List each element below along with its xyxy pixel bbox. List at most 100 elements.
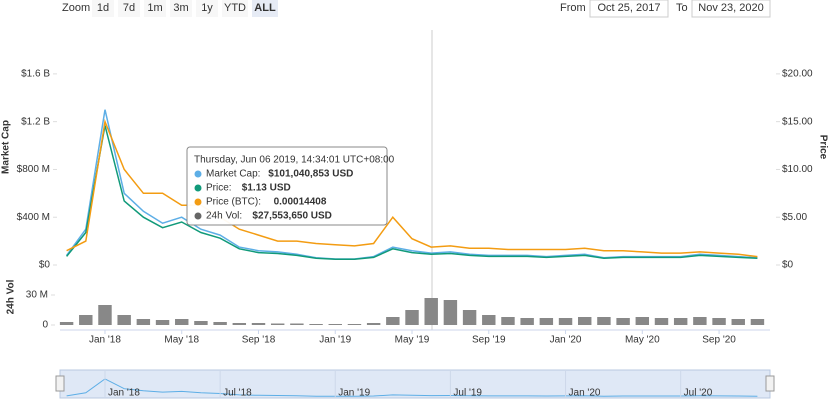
volume-bar (693, 317, 707, 325)
volume-bar (270, 323, 285, 325)
y2-axis-title: Price (817, 135, 828, 160)
zoom-button[interactable] (92, 0, 114, 17)
x-tick-label: Jan '18 (89, 335, 121, 346)
navigator-label: Jan '20 (569, 388, 601, 399)
navigator-handle[interactable] (55, 375, 65, 392)
volume-bar (136, 319, 151, 325)
volume-bar (482, 315, 496, 325)
zoom-button[interactable] (252, 0, 278, 17)
volume-bar (712, 318, 726, 325)
tooltip-label: 24h Vol: (206, 211, 242, 222)
volume-bar (98, 305, 112, 325)
zoom-button-label[interactable]: 3m (173, 2, 188, 14)
x-tick-label: Sep '20 (702, 335, 736, 346)
vol-tick-label: 0 (42, 320, 48, 331)
zoom-button[interactable] (196, 0, 218, 17)
volume-bar (232, 323, 247, 325)
to-date[interactable]: Nov 23, 2020 (698, 2, 763, 14)
tooltip-label: Market Cap: (206, 169, 260, 180)
y2-tick-label: $10.00 (782, 164, 813, 175)
zoom-button[interactable] (222, 0, 248, 17)
x-tick-label: May '20 (625, 335, 660, 346)
volume-bar (635, 317, 650, 325)
tooltip-box (186, 146, 388, 226)
from-label: From (560, 2, 586, 14)
x-tick-label: Jan '19 (319, 335, 351, 346)
tooltip-value: $1.13 USD (242, 183, 291, 194)
zoom-button-label[interactable]: 1d (97, 2, 109, 14)
zoom-button-label[interactable]: ALL (254, 2, 276, 14)
zoom-button-label[interactable]: 1m (147, 2, 162, 14)
y-tick-label: $0 (39, 260, 51, 271)
zoom-button-label[interactable]: 7d (123, 2, 135, 14)
volume-bar (462, 310, 477, 325)
volume-bar (213, 322, 227, 325)
volume-bar (731, 319, 745, 325)
navigator[interactable] (59, 369, 771, 399)
volume-bar (347, 324, 362, 325)
x-tick-label: May '18 (164, 335, 199, 346)
tooltip-label: Price (BTC): (206, 197, 261, 208)
volume-bar (424, 298, 438, 325)
volume-bar (750, 319, 765, 325)
to-label: To (676, 2, 688, 14)
volume-bar (578, 317, 592, 325)
zoom-button-label[interactable]: 1y (201, 2, 213, 14)
volume-bar (366, 323, 381, 325)
volume-bar (328, 324, 342, 325)
x-tick-label: May '19 (395, 335, 430, 346)
navigator-line (66, 378, 758, 397)
volume-bar (558, 318, 573, 325)
vol-axis-title: 24h Vol (6, 279, 17, 314)
series-line (66, 125, 758, 261)
volume-bar (673, 318, 688, 325)
to-input[interactable] (691, 0, 771, 18)
from-date[interactable]: Oct 25, 2017 (598, 2, 661, 14)
tooltip-title: Thursday, Jun 06 2019, 14:34:01 UTC+08:0… (194, 155, 395, 166)
volume-bar (520, 318, 534, 325)
volume-bar (309, 324, 323, 325)
volume-bar (501, 317, 515, 325)
y2-tick-label: $0 (782, 260, 794, 271)
zoom-button-label[interactable]: YTD (224, 2, 246, 14)
vol-tick-label: 30 M (26, 290, 48, 301)
zoom-button[interactable] (170, 0, 192, 17)
volume-bar (194, 321, 208, 325)
volume-bar (386, 317, 400, 325)
navigator-label: Jan '19 (338, 388, 370, 399)
navigator-label: Jan '18 (108, 388, 140, 399)
volume-bar (539, 318, 554, 325)
tooltip-dot (194, 184, 202, 192)
tooltip-value: $101,040,853 USD (268, 169, 353, 180)
volume-bar (79, 315, 93, 325)
tooltip-dot (194, 170, 202, 178)
y2-tick-label: $5.00 (782, 212, 807, 223)
zoom-button[interactable] (118, 0, 140, 17)
series-line (66, 118, 758, 258)
y-tick-label: $800 M (17, 164, 50, 175)
x-tick-label: Jan '20 (550, 335, 582, 346)
x-tick-label: Sep '19 (472, 335, 506, 346)
volume-bar (597, 317, 611, 325)
tooltip-value: $27,553,650 USD (252, 211, 332, 222)
x-tick-label: Sep '18 (242, 335, 276, 346)
volume-bar (405, 310, 419, 325)
series-line (65, 109, 758, 260)
y-tick-label: $1.6 B (21, 69, 50, 80)
volume-bar (251, 323, 266, 325)
tooltip-dot (194, 212, 202, 220)
navigator-label: Jul '18 (223, 388, 252, 399)
volume-bar (59, 322, 74, 325)
tooltip-value: 0.00014408 (274, 197, 327, 208)
y-tick-label: $1.2 B (21, 116, 50, 127)
y-tick-label: $400 M (17, 212, 50, 223)
navigator-label: Jul '20 (684, 388, 713, 399)
from-input[interactable] (589, 0, 669, 18)
tooltip-label: Price: (206, 183, 232, 194)
navigator-handle[interactable] (765, 375, 775, 392)
y2-tick-label: $20.00 (782, 69, 813, 80)
zoom-label: Zoom (62, 2, 90, 14)
volume-bar (654, 318, 669, 325)
zoom-button[interactable] (144, 0, 166, 17)
